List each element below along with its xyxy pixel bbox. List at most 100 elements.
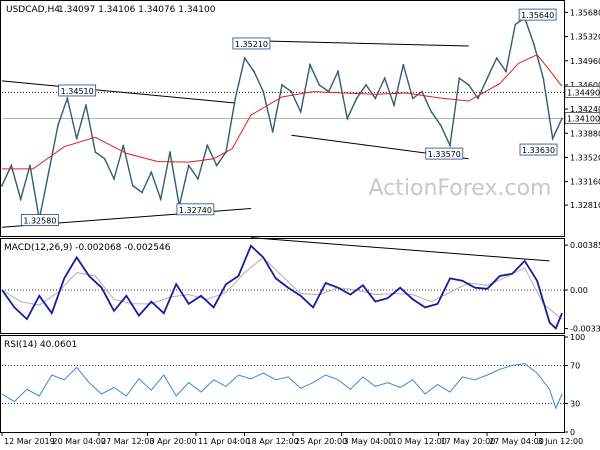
price-point — [309, 63, 311, 66]
price-point — [169, 151, 171, 153]
x-tick-label: 20 Mar 04:00 — [53, 437, 106, 446]
price-point — [75, 137, 78, 140]
price-point — [197, 178, 199, 180]
price-point — [365, 84, 367, 86]
price-point — [29, 164, 31, 167]
price-point — [561, 117, 563, 120]
price-point — [187, 164, 190, 167]
rsi-label: RSI(14) 40.0601 — [4, 340, 77, 350]
chart-ohlc: 1.34097 1.34106 1.34076 1.34100 — [58, 5, 216, 15]
x-tick-label: 3 Jun 12:00 — [538, 437, 584, 446]
price-point — [318, 84, 321, 86]
x-tick-label: 3 May 04:00 — [344, 437, 394, 446]
price-point — [85, 104, 87, 106]
macd-divergence-line — [250, 237, 550, 262]
price-point — [514, 23, 517, 26]
price-point — [131, 184, 134, 187]
macd-y-tick-label: -0.003323 — [570, 325, 600, 334]
x-tick-label: 18 Apr 12:00 — [247, 437, 299, 446]
price-point — [299, 110, 302, 113]
rsi-line — [1, 363, 563, 410]
price-point — [141, 191, 143, 194]
price-point — [215, 164, 218, 167]
macd-y-tick-label: 0.003857 — [570, 241, 600, 250]
watermark: ActionForex.com — [369, 176, 552, 201]
price-point — [271, 131, 274, 133]
level-price-box — [564, 86, 600, 98]
annotation-label: 1.34510 — [61, 87, 94, 96]
price-point — [430, 110, 433, 113]
annotation-label: 1.32740 — [179, 206, 212, 215]
price-point — [57, 124, 59, 127]
price-y-axis: 1.32810 1.33160 1.33520 1.33880 1.34240 1.346… — [564, 8, 600, 210]
price-point — [150, 171, 153, 174]
price-y-tick-label: 1.34960 — [570, 57, 600, 66]
price-point — [337, 70, 339, 73]
macd-plot — [1, 237, 564, 330]
price-point — [159, 198, 162, 200]
x-tick-label: 17 May 20:00 — [441, 437, 496, 446]
rsi-y-tick-label: 70 — [570, 362, 580, 371]
price-point — [486, 77, 489, 80]
annotation-box — [425, 147, 464, 160]
rsi-panel-frame — [0, 335, 565, 433]
price-point — [402, 63, 405, 66]
x-tick-label: 12 Mar 2019 — [4, 437, 55, 446]
annotation-label: 1.33630 — [522, 146, 555, 155]
price-point — [243, 57, 246, 59]
annotation-box — [176, 203, 215, 216]
rsi-y-tick-label: 0 — [570, 428, 575, 437]
price-point — [234, 97, 237, 100]
price-plot: 1.35640 1.35210 1.34510 1.33570 1.33630 1.327… — [1, 8, 564, 228]
price-point — [542, 77, 545, 80]
moving-average-line — [2, 54, 563, 170]
price-y-tick-label: 1.33160 — [570, 178, 600, 187]
price-y-tick-label: 1.35320 — [570, 33, 600, 42]
price-point — [346, 117, 349, 120]
level-price-label: 1.34490 — [567, 88, 600, 97]
x-tick-label: 3 Apr 20:00 — [150, 437, 197, 446]
price-point — [262, 90, 265, 93]
price-point — [47, 171, 50, 174]
macd-line — [1, 244, 563, 330]
annotation-box — [58, 84, 97, 97]
price-point — [94, 151, 97, 153]
annotation-label: 1.32580 — [23, 217, 56, 226]
rsi-y-tick-label: 100 — [570, 333, 585, 342]
price-point — [411, 97, 414, 100]
price-y-tick-label: 1.34240 — [570, 105, 600, 114]
price-point — [449, 144, 451, 147]
price-point — [103, 157, 106, 160]
macd-signal-line — [1, 256, 563, 320]
current-price-box — [564, 112, 600, 124]
price-y-tick-label: 1.33880 — [570, 129, 600, 138]
price-y-tick-label: 1.32810 — [570, 201, 600, 210]
price-point — [253, 70, 255, 73]
price-point — [290, 90, 293, 93]
price-point — [374, 97, 377, 100]
rsi-y-tick-label: 30 — [570, 400, 580, 409]
trendline — [1, 80, 236, 104]
price-point — [421, 90, 423, 93]
macd-y-axis: 0.003857 0.00 -0.003323 — [564, 241, 600, 334]
rsi-y-axis: 100 70 30 0 — [564, 333, 585, 437]
annotation-label: 1.35640 — [521, 11, 554, 20]
price-point — [533, 43, 535, 46]
price-point — [458, 77, 461, 80]
x-tick-label: 11 Apr 04:00 — [198, 437, 250, 446]
price-point — [505, 70, 507, 73]
price-point — [383, 77, 386, 80]
price-point — [66, 97, 69, 100]
price-point — [10, 164, 13, 167]
price-point — [1, 184, 3, 187]
price-point — [551, 137, 554, 140]
price-y-tick-label: 1.33520 — [570, 153, 600, 162]
price-point — [206, 144, 209, 147]
price-y-tick-label: 1.34600 — [570, 81, 600, 90]
annotation-box — [20, 214, 59, 226]
annotation-box — [232, 37, 271, 50]
price-y-tick-label: 1.35680 — [570, 8, 600, 17]
trendline — [250, 40, 469, 47]
